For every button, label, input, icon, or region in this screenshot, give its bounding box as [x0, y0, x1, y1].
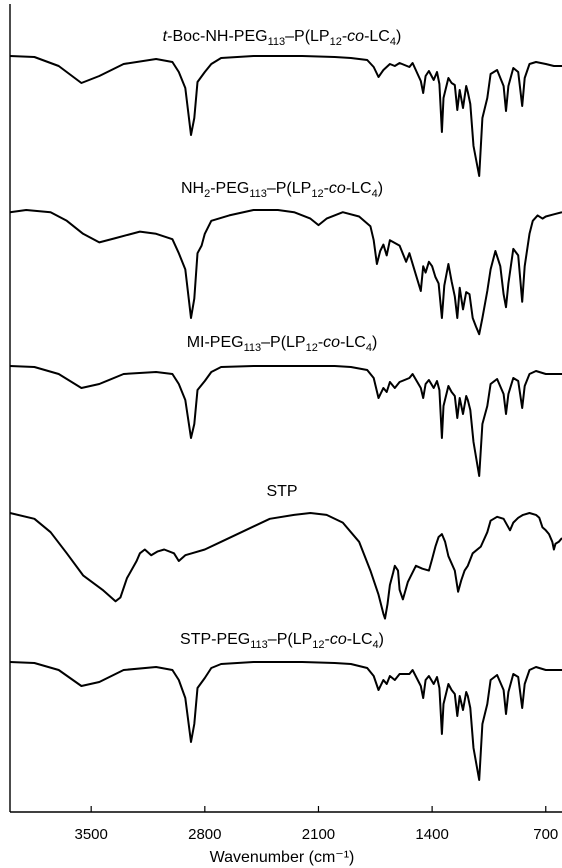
- label-run: STP-PEG: [180, 631, 250, 648]
- label-run: ): [379, 631, 384, 648]
- label-run: -LC: [347, 631, 373, 648]
- spectrum-line-stp-peg: [9, 661, 562, 781]
- label-run: 12: [312, 639, 324, 651]
- label-run: co: [347, 28, 364, 45]
- label-run: -LC: [340, 334, 366, 351]
- label-run: -: [342, 28, 347, 45]
- x-tick-label: 700: [533, 826, 558, 843]
- label-run: co: [330, 631, 347, 648]
- label-run: co: [323, 334, 340, 351]
- label-run: -: [324, 180, 329, 197]
- spectrum-line-nh2: [9, 209, 562, 336]
- label-run: 113: [244, 342, 262, 354]
- spectrum-label-nh2: NH2-PEG113–P(LP12-co-LC4): [181, 180, 383, 200]
- x-tick-label: 2100: [302, 826, 335, 843]
- label-run: ): [378, 180, 383, 197]
- x-axis-title: Wavenumber (cm⁻¹): [210, 849, 355, 866]
- label-run: MI-PEG: [187, 334, 244, 351]
- label-run: 12: [311, 188, 323, 200]
- label-run: t: [163, 28, 168, 45]
- spectrum-label-tboc: t-Boc-NH-PEG113–P(LP12-co-LC4): [163, 28, 402, 48]
- label-run: 4: [390, 36, 396, 48]
- spectrum-line-mi: [9, 365, 562, 477]
- label-run: -Boc-NH-PEG: [167, 28, 267, 45]
- label-run: -: [325, 631, 330, 648]
- label-run: -: [318, 334, 323, 351]
- label-run: 113: [250, 639, 268, 651]
- label-run: co: [329, 180, 346, 197]
- label-run: ): [372, 334, 377, 351]
- label-run: –P(LP: [268, 631, 312, 648]
- label-run: NH: [181, 180, 204, 197]
- label-run: 4: [373, 639, 379, 651]
- label-run: 2: [204, 188, 210, 200]
- label-run: ): [396, 28, 401, 45]
- spectrum-line-stp: [9, 512, 562, 620]
- label-run: 12: [306, 342, 318, 354]
- x-tick-label: 1400: [415, 826, 448, 843]
- spectrum-labels: t-Boc-NH-PEG113–P(LP12-co-LC4)NH2-PEG113…: [163, 28, 402, 651]
- spectrum-line-tboc: [9, 55, 562, 177]
- x-tick-label: 2800: [188, 826, 221, 843]
- label-run: 113: [249, 188, 267, 200]
- plot-frame: [9, 4, 562, 813]
- label-run: -LC: [346, 180, 372, 197]
- label-run: –P(LP: [267, 180, 311, 197]
- label-run: 12: [330, 36, 342, 48]
- label-run: 113: [268, 36, 286, 48]
- label-run: -PEG: [210, 180, 249, 197]
- spectrum-label-stp-peg: STP-PEG113–P(LP12-co-LC4): [180, 631, 384, 651]
- label-run: 4: [372, 188, 378, 200]
- label-run: 4: [366, 342, 372, 354]
- x-tick-label: 3500: [74, 826, 107, 843]
- label-run: -LC: [364, 28, 390, 45]
- label-run: –P(LP: [285, 28, 329, 45]
- spectrum-label-stp: STP: [266, 483, 297, 500]
- label-run: –P(LP: [261, 334, 305, 351]
- spectrum-label-mi: MI-PEG113–P(LP12-co-LC4): [187, 334, 378, 354]
- spectra-group: [9, 55, 562, 781]
- x-axis-ticks: 3500 2800 2100 1400 700: [74, 806, 558, 843]
- label-run: STP: [266, 483, 297, 500]
